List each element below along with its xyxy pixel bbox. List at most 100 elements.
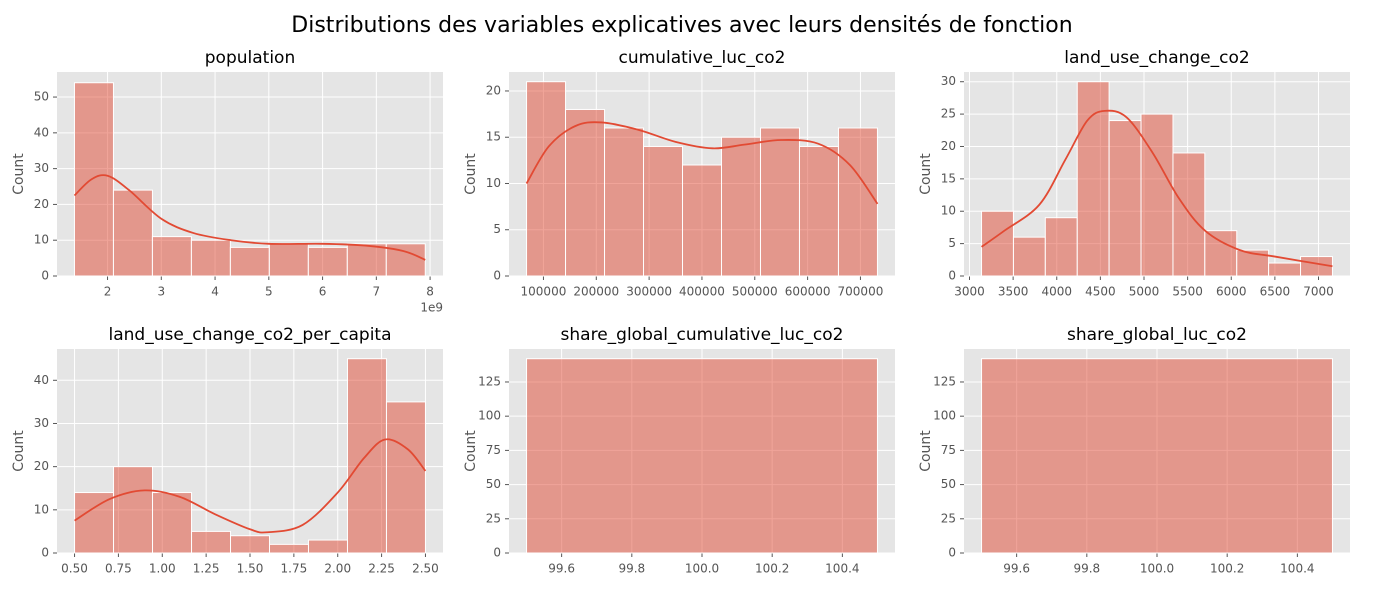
bar [307,246,348,277]
x-tick-label: 7 [373,285,381,299]
x-tick-label: 100.4 [1280,562,1314,576]
x-tick-label: 100.4 [825,562,859,576]
bar [1044,217,1078,277]
y-tick-label: 75 [486,443,501,457]
y-axis-label: Count [918,430,934,472]
y-axis-label: Count [11,153,27,195]
y-tick-label: 5 [493,222,501,236]
x-tick-label: 5 [265,285,273,299]
y-tick-label: 125 [478,374,501,388]
bar [230,535,270,554]
bar [112,189,153,277]
chart-title: share_global_luc_co2 [1067,325,1247,345]
x-tick-label: 4500 [1085,285,1116,299]
bar [346,243,387,277]
y-tick-label: 75 [941,443,956,457]
bar [113,466,154,554]
bar [268,543,309,554]
x-tick-label: 2.50 [412,562,439,576]
bar [74,492,115,554]
bar [643,145,684,277]
x-tick-label: 2.25 [368,562,395,576]
y-tick-label: 25 [941,107,956,121]
y-tick-label: 30 [941,74,956,88]
figure-title: Distributions des variables explicatives… [291,13,1072,38]
bar [385,401,426,554]
x-tick-label: 99.6 [548,562,575,576]
x-tick-label: 2 [104,285,112,299]
bar [73,82,114,277]
x-tick-label: 3000 [954,285,985,299]
y-tick-label: 10 [941,204,956,218]
bar [1012,236,1046,277]
x-tick-label: 100.2 [755,562,789,576]
chart-title: share_global_cumulative_luc_co2 [561,325,844,345]
y-tick-label: 10 [34,233,49,247]
x-tick-label: 6 [319,285,327,299]
x-tick-label: 1.50 [237,562,264,576]
bar [526,81,567,277]
x-tick-label: 1.75 [281,562,308,576]
x-tick-label: 500000 [732,285,778,299]
y-tick-label: 10 [486,176,501,190]
y-tick-label: 0 [41,269,49,283]
bar [268,243,309,277]
x-tick-label: 300000 [626,285,672,299]
bar [191,530,232,554]
x-tick-label: 4 [211,285,219,299]
y-tick-label: 20 [34,459,49,473]
y-tick-label: 50 [941,477,956,491]
x-tick-label: 100.0 [685,562,719,576]
x-tick-label: 99.8 [618,562,645,576]
chart-title: land_use_change_co2_per_capita [108,325,391,345]
y-axis-label: Count [918,153,934,195]
x-tick-label: 0.50 [61,562,88,576]
x-tick-label: 1.25 [193,562,220,576]
bar [720,136,761,277]
y-tick-label: 30 [34,161,49,175]
y-tick-label: 40 [34,373,49,387]
x-tick-label: 100000 [521,285,567,299]
x-tick-label: 2.00 [324,562,351,576]
x-tick-label: 8 [426,285,434,299]
y-tick-label: 50 [486,477,501,491]
x-tick-label: 100.0 [1140,562,1174,576]
y-axis-label: Count [11,430,27,472]
y-tick-label: 20 [941,139,956,153]
x-tick-label: 6000 [1216,285,1247,299]
y-tick-label: 15 [941,171,956,185]
y-tick-label: 20 [486,83,501,97]
y-tick-label: 30 [34,416,49,430]
bar [151,236,192,277]
bar [1140,113,1174,277]
y-tick-label: 25 [941,511,956,525]
density-curve [981,109,1333,268]
y-tick-label: 0 [948,269,956,283]
y-tick-label: 15 [486,130,501,144]
bar [1268,262,1302,277]
x-tick-label: 1.00 [149,562,176,576]
y-tick-label: 10 [34,502,49,516]
bar [759,127,800,277]
bar [604,127,645,277]
y-tick-label: 0 [41,546,49,560]
x-tick-label: 6500 [1260,285,1291,299]
bar [981,358,1333,554]
x-tick-label: 700000 [838,285,884,299]
bar [798,145,839,277]
chart-title: land_use_change_co2 [1064,48,1249,68]
bar [565,108,606,277]
density-curve [525,121,879,205]
x-tick-label: 3 [157,285,165,299]
density-curve [74,438,427,534]
bar [152,492,193,554]
x-tick-label: 200000 [573,285,619,299]
y-tick-label: 50 [34,90,49,104]
y-tick-label: 5 [948,236,956,250]
bar [1204,230,1238,277]
x-tick-label: 600000 [785,285,831,299]
y-tick-label: 0 [493,269,501,283]
bar [682,164,722,277]
y-axis-label: Count [463,430,479,472]
